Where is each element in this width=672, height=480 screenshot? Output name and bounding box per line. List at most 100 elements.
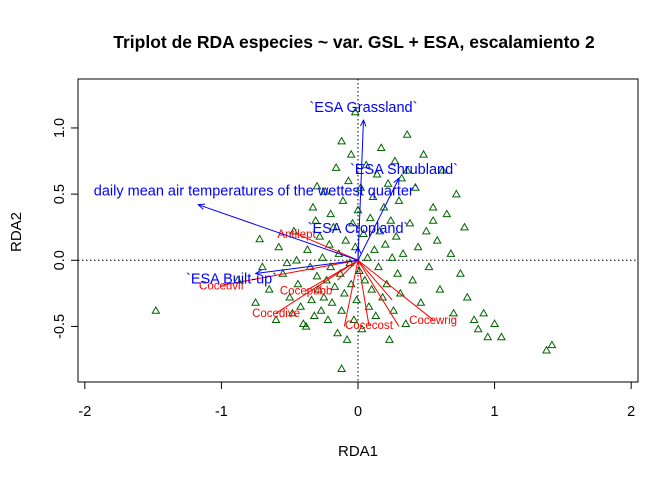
site-point [316,305,326,314]
site-point [315,231,325,240]
site-point [361,160,371,169]
site-point [365,213,375,222]
site-point [391,231,401,240]
site-point [442,209,452,218]
site-point [428,215,438,224]
site-point [379,202,389,211]
site-point [312,271,322,280]
site-point [382,279,392,288]
site-point [397,173,407,182]
site-point [318,253,327,261]
site-point [393,268,403,277]
site-point [346,149,356,158]
site-point [413,242,423,251]
site-point [337,305,347,314]
site-point [328,222,338,231]
plot-frame [77,78,639,383]
x-tick-label: -1 [215,404,228,420]
site-point [298,319,308,327]
site-point [359,229,368,238]
site-point [341,235,351,244]
site-point [462,292,472,301]
species-vector [357,260,400,327]
site-point [319,292,329,301]
site-point [410,182,420,191]
site-point [369,245,379,253]
site-point [455,268,465,277]
species-vector [357,259,434,321]
y-tick-label: -0.5 [52,314,68,339]
site-point [368,192,378,200]
x-axis-label: RDA1 [338,443,378,460]
site-point [390,156,400,165]
site-point [274,242,284,251]
site-point [309,311,319,320]
site-point [376,143,386,152]
site-point [326,209,336,218]
site-point [338,196,348,204]
site-point [416,298,426,306]
site-point [380,239,390,248]
y-tick-label: 1.0 [52,118,68,138]
site-point [542,345,551,354]
site-point [402,129,412,138]
site-point [327,298,337,306]
site-point [449,308,459,317]
site-point [469,315,479,324]
site-point [324,239,334,248]
site-point [435,284,445,293]
site-point [386,215,396,224]
site-point [301,321,311,330]
site-point [354,266,364,275]
site-point [337,136,347,145]
site-point [375,226,385,235]
site-point [271,315,281,324]
site-point [496,332,506,341]
site-point [419,149,429,158]
site-point [432,235,442,244]
site-point [313,284,323,293]
chart-title: Triplot de RDA especies ~ var. GSL + ESA… [113,32,595,52]
site-point [330,282,340,290]
species-vector [275,259,359,314]
site-point [293,279,303,288]
site-point [264,284,274,293]
site-point [363,253,373,261]
site-point [547,340,557,349]
site-point [303,245,312,253]
site-point [326,262,336,271]
y-axis-label: RDA2 [8,212,25,252]
site-point [479,308,489,317]
site-point [333,328,342,337]
site-point [331,163,341,171]
site-point [371,311,381,320]
environment-vector [256,259,359,273]
x-tick-label: 0 [354,404,362,420]
site-point [383,178,393,187]
environment-vector [357,120,363,261]
site-point [451,189,461,198]
site-point [311,215,321,224]
species-vector [296,233,359,261]
site-point [308,202,318,211]
site-point [405,218,415,227]
site-point [285,292,295,301]
site-point [398,249,408,257]
site-point [490,319,500,327]
site-point [289,226,299,235]
site-point [394,196,404,204]
environment-label: `ESA Grassland` [309,100,417,116]
site-point [255,234,265,243]
site-point [364,301,374,310]
site-point [342,335,352,343]
site-point [320,186,330,195]
site-point [424,262,434,271]
environment-label: daily mean air temperatures of the wette… [94,184,419,200]
environment-label: `ESA Built-up` [186,272,277,288]
species-vector [357,259,393,301]
x-tick-label: 1 [491,404,499,420]
site-point [408,275,418,284]
site-point [151,305,161,314]
